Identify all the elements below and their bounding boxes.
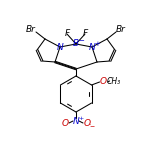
Text: O: O (61, 119, 69, 128)
Text: +: + (78, 116, 84, 121)
Text: N: N (89, 43, 95, 52)
Text: −: − (89, 123, 95, 128)
Text: B: B (73, 40, 79, 48)
Text: +: + (94, 41, 100, 47)
Text: Br: Br (26, 26, 36, 35)
Text: −: − (78, 38, 84, 44)
Text: O: O (83, 119, 91, 128)
Text: Br: Br (116, 26, 126, 35)
Text: O: O (100, 78, 107, 86)
Text: F: F (64, 29, 70, 38)
Text: ·: · (88, 122, 90, 128)
Text: F: F (82, 29, 88, 38)
Text: CH₃: CH₃ (107, 76, 121, 85)
Text: N: N (57, 43, 63, 52)
Text: N: N (73, 116, 79, 126)
